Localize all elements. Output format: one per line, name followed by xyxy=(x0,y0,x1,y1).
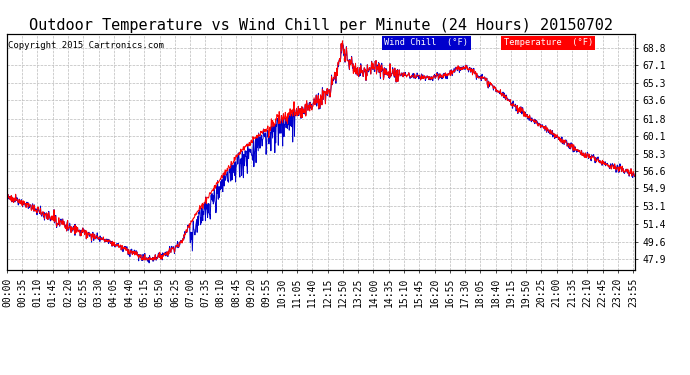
Text: Copyright 2015 Cartronics.com: Copyright 2015 Cartronics.com xyxy=(8,41,164,50)
Text: Wind Chill  (°F): Wind Chill (°F) xyxy=(384,38,469,47)
Title: Outdoor Temperature vs Wind Chill per Minute (24 Hours) 20150702: Outdoor Temperature vs Wind Chill per Mi… xyxy=(29,18,613,33)
Text: Temperature  (°F): Temperature (°F) xyxy=(504,38,593,47)
